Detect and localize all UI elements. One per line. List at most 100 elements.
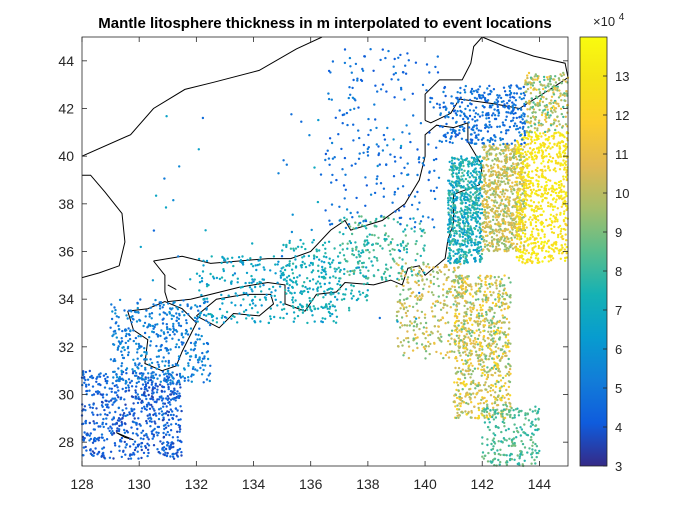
event-point <box>308 264 311 267</box>
event-point <box>488 355 491 358</box>
event-point <box>454 219 457 223</box>
event-point <box>241 261 244 265</box>
event-point <box>458 312 461 316</box>
event-point <box>88 421 92 425</box>
event-point <box>545 250 548 253</box>
event-point <box>502 408 506 411</box>
event-point <box>498 305 501 309</box>
event-point <box>176 308 180 311</box>
event-point <box>269 315 272 318</box>
event-point <box>91 385 95 388</box>
event-point <box>491 218 495 222</box>
event-point <box>564 233 567 236</box>
event-point <box>455 396 459 400</box>
event-point <box>525 249 528 252</box>
event-point <box>536 410 540 413</box>
event-point <box>471 329 474 333</box>
event-point <box>487 343 491 346</box>
event-point <box>365 299 369 302</box>
event-point <box>88 439 91 442</box>
event-point <box>471 295 475 298</box>
event-point <box>406 330 409 333</box>
event-point <box>376 259 379 262</box>
event-point <box>150 361 154 365</box>
event-point <box>324 267 327 270</box>
event-point <box>157 363 160 366</box>
event-point <box>172 314 175 318</box>
event-point <box>512 409 515 412</box>
event-point <box>205 297 209 300</box>
event-point <box>301 285 304 288</box>
event-point <box>354 248 358 251</box>
event-point <box>484 400 488 403</box>
event-point <box>328 307 331 310</box>
event-point <box>127 327 130 330</box>
event-point <box>545 155 548 158</box>
event-point <box>167 359 170 363</box>
event-point <box>281 271 285 274</box>
event-point <box>178 312 181 316</box>
event-point <box>302 255 306 258</box>
event-point <box>277 260 280 263</box>
event-point <box>456 279 459 282</box>
event-point <box>129 329 132 332</box>
event-point <box>499 238 503 241</box>
event-point <box>464 335 467 338</box>
event-point <box>280 267 283 270</box>
event-point <box>439 301 442 305</box>
event-point <box>497 354 501 358</box>
event-point <box>558 142 562 145</box>
event-point <box>117 324 120 328</box>
event-point <box>329 314 332 318</box>
event-point <box>145 403 149 406</box>
event-point <box>469 227 473 230</box>
event-point <box>493 364 496 367</box>
event-point <box>440 335 443 338</box>
event-point <box>118 445 121 448</box>
event-point <box>112 343 115 346</box>
event-point <box>424 357 427 360</box>
event-point <box>132 329 135 332</box>
event-point <box>493 361 496 364</box>
event-point <box>468 232 471 235</box>
event-point <box>306 287 309 291</box>
event-point <box>488 282 491 286</box>
event-point <box>494 302 498 306</box>
event-point <box>173 391 176 395</box>
event-point <box>473 331 476 335</box>
event-point <box>455 408 459 411</box>
event-point <box>481 202 484 205</box>
event-point <box>221 302 224 305</box>
event-point <box>477 381 480 385</box>
event-point <box>504 374 507 377</box>
event-point <box>452 400 455 404</box>
event-point <box>551 156 555 160</box>
event-point <box>493 276 496 279</box>
event-point <box>118 328 121 331</box>
event-point <box>457 342 461 345</box>
event-point <box>316 286 320 289</box>
event-point <box>107 400 111 403</box>
event-point <box>456 266 460 269</box>
event-point <box>274 272 277 275</box>
event-point <box>509 188 513 191</box>
event-point <box>488 205 491 209</box>
event-point <box>466 307 469 311</box>
event-point <box>452 239 455 242</box>
event-point <box>189 355 192 358</box>
event-point <box>457 291 461 294</box>
event-point <box>458 169 461 172</box>
event-point <box>470 240 473 244</box>
event-point <box>457 336 460 340</box>
event-point <box>357 253 361 256</box>
event-point <box>117 379 121 383</box>
event-point <box>455 372 458 375</box>
event-point <box>165 444 169 447</box>
event-point <box>466 321 469 325</box>
event-point <box>507 357 510 361</box>
event-point <box>174 329 178 332</box>
event-point <box>140 393 144 397</box>
event-point <box>176 436 179 439</box>
event-point <box>148 420 152 423</box>
event-point <box>453 340 457 343</box>
